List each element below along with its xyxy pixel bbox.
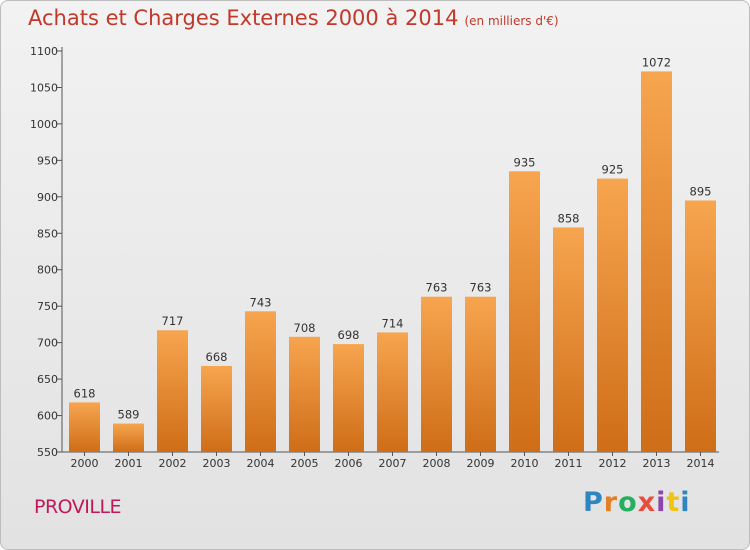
bar [245, 311, 276, 452]
y-tick-label: 800 [37, 264, 58, 277]
city-label: PROVILLE [34, 496, 122, 518]
y-tick-label: 700 [37, 337, 58, 350]
y-tick-label: 550 [37, 446, 58, 459]
bar [113, 423, 144, 452]
bar [597, 178, 628, 452]
x-tick-label: 2003 [203, 457, 231, 470]
x-tick-label: 2008 [423, 457, 451, 470]
logo-letter: P [583, 487, 604, 518]
logo-letter: i [656, 487, 667, 518]
x-tick-label: 2007 [379, 457, 407, 470]
bar [201, 365, 232, 452]
bar [465, 296, 496, 452]
logo-letter: t [666, 487, 681, 518]
x-tick-label: 2011 [555, 457, 583, 470]
y-tick-label: 850 [37, 227, 58, 240]
bar-value-label: 935 [514, 155, 536, 169]
logo-letter: x [637, 487, 657, 518]
y-tick-label: 900 [37, 191, 58, 204]
x-tick-label: 2013 [643, 457, 671, 470]
bar-value-label: 895 [690, 184, 712, 198]
x-tick-label: 2000 [71, 457, 99, 470]
chart-title-text: Achats et Charges Externes 2000 à 2014 [28, 6, 459, 30]
x-tick-label: 2005 [291, 457, 319, 470]
y-tick-label: 1050 [30, 81, 58, 94]
x-tick-label: 2004 [247, 457, 275, 470]
bar-value-label: 717 [162, 314, 184, 328]
y-tick-label: 1000 [30, 118, 58, 131]
bar-value-label: 858 [558, 211, 580, 225]
x-tick-label: 2012 [599, 457, 627, 470]
x-tick-label: 2001 [115, 457, 143, 470]
x-tick-label: 2010 [511, 457, 539, 470]
x-tick-label: 2006 [335, 457, 363, 470]
bar [289, 336, 320, 452]
bar-value-label: 668 [206, 350, 228, 364]
bar [509, 171, 540, 453]
bar-value-label: 589 [118, 408, 140, 422]
logo-letter: o [618, 487, 638, 518]
bar-value-label: 618 [74, 386, 96, 400]
logo-letter: i [680, 487, 691, 518]
x-tick-label: 2014 [687, 457, 715, 470]
bar-value-label: 763 [470, 281, 492, 295]
y-tick-label: 1100 [30, 45, 58, 58]
bar [641, 71, 672, 452]
bar [553, 227, 584, 452]
proxiti-logo: Proxiti [583, 487, 691, 518]
y-tick-label: 650 [37, 373, 58, 386]
y-tick-label: 600 [37, 410, 58, 423]
bar-value-label: 1072 [642, 55, 671, 69]
bar-value-label: 708 [294, 321, 316, 335]
x-tick-label: 2002 [159, 457, 187, 470]
bar [69, 402, 100, 452]
bar-value-label: 925 [602, 163, 624, 177]
bar-value-label: 763 [426, 281, 448, 295]
chart-title: Achats et Charges Externes 2000 à 2014 (e… [28, 6, 559, 30]
bar [421, 296, 452, 452]
y-tick-label: 750 [37, 300, 58, 313]
bar [377, 332, 408, 452]
chart-subtitle: (en milliers d'€) [464, 14, 559, 28]
bar [157, 330, 188, 452]
x-tick-label: 2009 [467, 457, 495, 470]
bar [685, 200, 716, 452]
bar-value-label: 698 [338, 328, 360, 342]
bar [333, 344, 364, 452]
y-tick-label: 950 [37, 154, 58, 167]
bar-value-label: 743 [250, 295, 272, 309]
logo-letter: r [603, 487, 619, 518]
bar-value-label: 714 [382, 316, 404, 330]
